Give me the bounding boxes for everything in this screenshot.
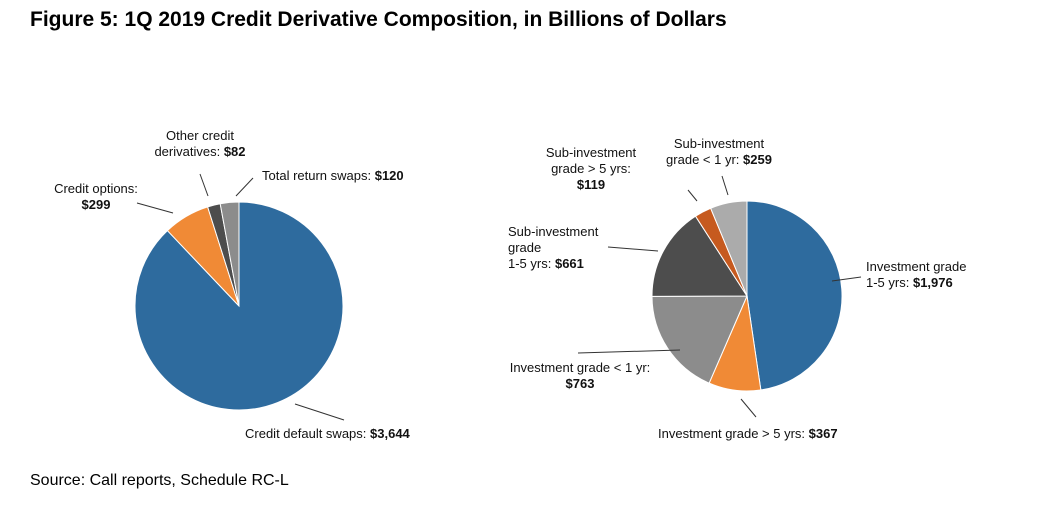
pie-slice-investment-grade-1-5-yrs bbox=[746, 200, 843, 391]
slice-label-other-credit-derivatives: Other credit derivatives: $82 bbox=[154, 128, 245, 159]
slice-label-sub-investment-grade-1-5-yrs: Sub-investment grade 1-5 yrs: $661 bbox=[508, 224, 599, 271]
pie-slice-total-return-swaps bbox=[219, 201, 240, 307]
pie-slice-sub-investment-grade-1-5-yrs bbox=[651, 215, 748, 297]
leader-line-total-return-swaps bbox=[235, 177, 254, 197]
leader-line-sub-investment-grade-1-5-yrs bbox=[607, 246, 659, 252]
pie-chart-1: Credit default swaps: $3,644 Credit optio… bbox=[54, 128, 410, 441]
leader-line-credit-default-swaps bbox=[294, 403, 345, 421]
leader-line-investment-grade-5-yrs bbox=[740, 398, 757, 418]
leader-line-sub-investment-grade-5-yrs bbox=[687, 189, 698, 202]
slice-label-investment-grade-5-yrs: Investment grade > 5 yrs: $367 bbox=[658, 426, 838, 441]
pie-slice-investment-grade-1-yr bbox=[651, 295, 748, 384]
leader-line-sub-investment-grade-1-yr bbox=[721, 175, 729, 196]
slice-label-sub-investment-grade-5-yrs: Sub-investment grade > 5 yrs: $119 bbox=[546, 145, 637, 192]
leader-line-other-credit-derivatives bbox=[199, 173, 209, 197]
slice-label-total-return-swaps: Total return swaps: $120 bbox=[262, 168, 404, 183]
slice-label-investment-grade-1-yr: Investment grade < 1 yr: $763 bbox=[510, 360, 651, 391]
slice-label-credit-options: Credit options: $299 bbox=[54, 181, 138, 212]
pie-slice-sub-investment-grade-1-yr bbox=[709, 200, 748, 297]
leader-line-investment-grade-1-yr bbox=[577, 349, 681, 354]
figure-title: Figure 5: 1Q 2019 Credit Derivative Comp… bbox=[30, 8, 727, 31]
pie-chart-2: Investment grade 1-5 yrs: $1,976 Investmen… bbox=[508, 136, 966, 441]
leader-line-credit-options bbox=[136, 202, 174, 214]
slice-label-investment-grade-1-5-yrs: Investment grade 1-5 yrs: $1,976 bbox=[866, 259, 966, 290]
source-note: Source: Call reports, Schedule RC-L bbox=[30, 472, 289, 489]
leader-line-investment-grade-1-5-yrs bbox=[831, 276, 862, 282]
slice-label-credit-default-swaps: Credit default swaps: $3,644 bbox=[245, 426, 411, 441]
slice-label-sub-investment-grade-1-yr: Sub-investment grade < 1 yr: $259 bbox=[666, 136, 772, 167]
